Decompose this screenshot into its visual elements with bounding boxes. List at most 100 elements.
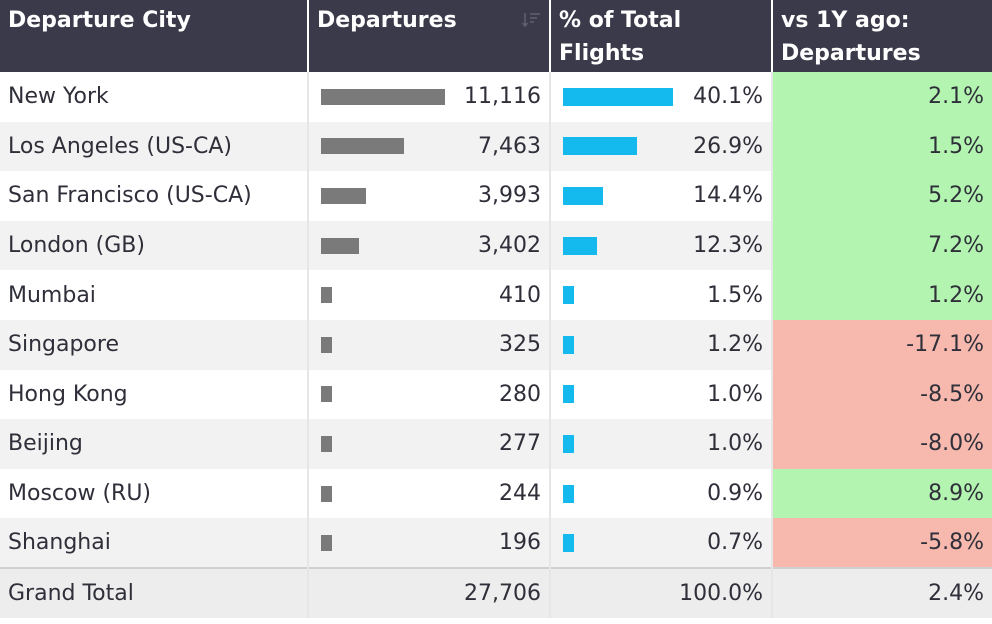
pct-cell: 26.9% <box>550 121 773 172</box>
pct-cell-value: 1.0% <box>707 431 763 457</box>
departures-cell: 3,402 <box>308 220 551 271</box>
departures-cell-value: 280 <box>499 381 541 407</box>
pct-bar <box>563 186 603 205</box>
pct-bar <box>563 286 574 305</box>
column-header-change[interactable]: vs 1Y ago: Departures <box>772 0 992 72</box>
departures-cell: 280 <box>308 369 551 420</box>
departures-cell: 244 <box>308 468 551 519</box>
table-row[interactable]: London (GB) 3,402 12.3% 7.2% <box>0 220 992 271</box>
pct-cell-value: 0.9% <box>707 481 763 507</box>
departures-cell-value: 3,402 <box>478 233 541 259</box>
change-cell: 2.1% <box>772 72 992 122</box>
departures-bar <box>321 534 332 551</box>
city-cell: Hong Kong <box>0 369 309 420</box>
departures-bar <box>321 435 332 452</box>
pct-cell-value: 1.2% <box>707 332 763 358</box>
sort-descending-icon[interactable] <box>521 6 541 28</box>
table-row[interactable]: Beijing 277 1.0% -8.0% <box>0 419 992 469</box>
departures-cell-value: 11,116 <box>464 84 541 110</box>
grand-total-departures: 27,706 <box>308 566 551 618</box>
grand-total-row: Grand Total 27,706 100.0% 2.4% <box>0 566 992 618</box>
city-cell: Los Angeles (US-CA) <box>0 121 309 172</box>
grand-total-pct: 100.0% <box>550 566 773 618</box>
city-cell: Shanghai <box>0 518 309 568</box>
table-row[interactable]: Singapore 325 1.2% -17.1% <box>0 319 992 370</box>
table-header-row: Departure City Departures % of <box>0 0 992 72</box>
departures-cell: 11,116 <box>308 72 551 122</box>
pct-cell: 1.0% <box>550 369 773 420</box>
table-row[interactable]: Hong Kong 280 1.0% -8.5% <box>0 369 992 420</box>
pct-cell-value: 0.7% <box>707 530 763 556</box>
departures-bar <box>321 138 404 155</box>
change-cell: -17.1% <box>772 319 992 370</box>
city-cell: San Francisco (US-CA) <box>0 171 309 221</box>
departures-cell-value: 7,463 <box>478 133 541 159</box>
change-cell: -8.5% <box>772 369 992 420</box>
column-header-label: vs 1Y ago: Departures <box>781 8 921 66</box>
table-row[interactable]: San Francisco (US-CA) 3,993 14.4% 5.2% <box>0 171 992 221</box>
column-header-label: % of Total Flights <box>559 8 682 66</box>
departures-bar <box>321 386 332 403</box>
pct-cell: 12.3% <box>550 220 773 271</box>
departures-bar <box>321 336 332 353</box>
pct-cell: 1.5% <box>550 270 773 320</box>
pct-cell-value: 26.9% <box>693 133 763 159</box>
grand-total-label: Grand Total <box>0 566 309 618</box>
change-cell: -8.0% <box>772 419 992 469</box>
pct-cell-value: 12.3% <box>693 233 763 259</box>
table-row[interactable]: Mumbai 410 1.5% 1.2% <box>0 270 992 320</box>
departures-cell: 277 <box>308 419 551 469</box>
pct-bar <box>563 484 574 503</box>
departures-cell-value: 277 <box>499 431 541 457</box>
departures-cell-value: 3,993 <box>478 183 541 209</box>
pct-cell: 0.9% <box>550 468 773 519</box>
city-cell: London (GB) <box>0 220 309 271</box>
table-row[interactable]: Los Angeles (US-CA) 7,463 26.9% 1.5% <box>0 121 992 172</box>
city-cell: Mumbai <box>0 270 309 320</box>
table-row[interactable]: Shanghai 196 0.7% -5.8% <box>0 518 992 568</box>
pct-cell: 1.2% <box>550 319 773 370</box>
pct-cell-value: 1.0% <box>707 381 763 407</box>
departures-cell-value: 196 <box>499 530 541 556</box>
pct-cell-value: 1.5% <box>707 282 763 308</box>
departures-bar <box>321 485 332 502</box>
column-header-label: Departures <box>317 8 457 33</box>
departures-cell: 196 <box>308 518 551 568</box>
change-cell: 5.2% <box>772 171 992 221</box>
departures-cell-value: 325 <box>499 332 541 358</box>
departures-cell: 325 <box>308 319 551 370</box>
column-header-label: Departure City <box>8 8 191 33</box>
table-row[interactable]: New York 11,116 40.1% 2.1% <box>0 72 992 122</box>
pct-cell: 14.4% <box>550 171 773 221</box>
pct-cell: 1.0% <box>550 419 773 469</box>
city-cell: Singapore <box>0 319 309 370</box>
column-header-city[interactable]: Departure City <box>0 0 309 72</box>
departures-bar <box>321 287 332 304</box>
pct-cell-value: 40.1% <box>693 84 763 110</box>
change-cell: 1.5% <box>772 121 992 172</box>
departures-cell-value: 410 <box>499 282 541 308</box>
departures-cell: 410 <box>308 270 551 320</box>
change-cell: 1.2% <box>772 270 992 320</box>
pct-bar <box>563 533 574 552</box>
city-cell: New York <box>0 72 309 122</box>
departures-cell-value: 244 <box>499 481 541 507</box>
column-header-pct[interactable]: % of Total Flights <box>550 0 773 72</box>
pct-cell-value: 14.4% <box>693 183 763 209</box>
change-cell: -5.8% <box>772 518 992 568</box>
table-row[interactable]: Moscow (RU) 244 0.9% 8.9% <box>0 468 992 519</box>
table-body: New York 11,116 40.1% 2.1% Los Angeles (US-C… <box>0 72 992 568</box>
pct-cell: 0.7% <box>550 518 773 568</box>
pct-cell: 40.1% <box>550 72 773 122</box>
city-cell: Moscow (RU) <box>0 468 309 519</box>
change-cell: 7.2% <box>772 220 992 271</box>
pct-bar <box>563 385 574 404</box>
departures-cell: 3,993 <box>308 171 551 221</box>
city-cell: Beijing <box>0 419 309 469</box>
pct-bar <box>563 335 574 354</box>
column-header-departures[interactable]: Departures <box>308 0 551 72</box>
departures-bar <box>321 187 366 204</box>
grand-total-change: 2.4% <box>772 566 992 618</box>
pct-bar <box>563 87 673 106</box>
